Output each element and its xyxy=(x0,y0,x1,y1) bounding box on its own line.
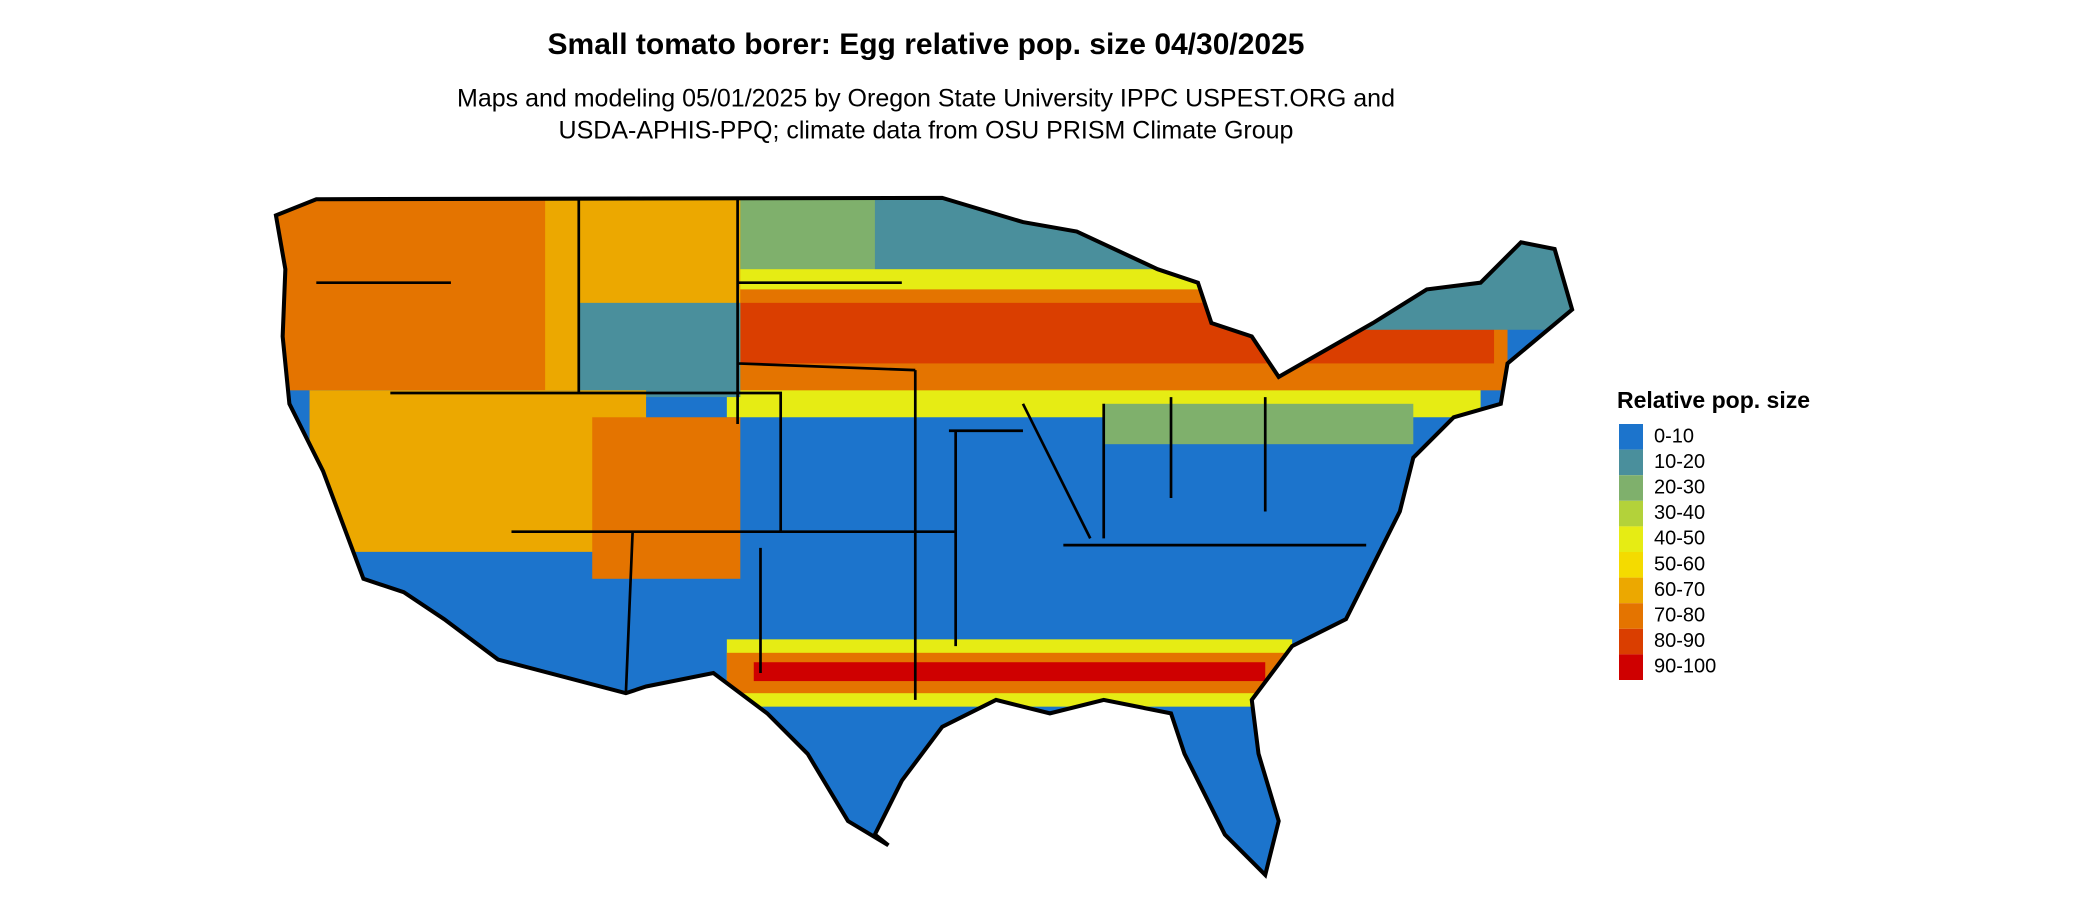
region xyxy=(740,302,1495,364)
region xyxy=(753,662,1266,682)
subtitle-line: USDA-APHIS-PPQ; climate data from OSU PR… xyxy=(559,117,1294,145)
legend-label: 50-60 xyxy=(1654,553,1705,575)
legend-swatch xyxy=(1619,577,1643,604)
legend-swatch xyxy=(1619,603,1643,629)
legend-swatch xyxy=(1619,526,1643,552)
region xyxy=(874,197,1279,283)
legend-swatch xyxy=(1619,475,1643,501)
legend-label: 70-80 xyxy=(1654,604,1705,626)
legend-swatch xyxy=(1619,424,1643,450)
legend-label: 40-50 xyxy=(1654,528,1705,550)
legend-label: 20-30 xyxy=(1654,476,1705,498)
region xyxy=(578,302,741,398)
legend-swatch xyxy=(1619,449,1643,476)
legend-label: 90-100 xyxy=(1654,656,1716,678)
legend-swatch xyxy=(1619,654,1643,680)
legend-label: 10-20 xyxy=(1654,451,1705,473)
title: Small tomato borer: Egg relative pop. si… xyxy=(548,28,1305,61)
legend-label: 80-90 xyxy=(1654,630,1705,652)
legend-swatch xyxy=(1619,500,1643,527)
legend: 0-10 10-20 20-30 30-40 40-50 50-60 60-70 70-80 8… xyxy=(1619,424,1716,680)
legend-title: Relative pop. size xyxy=(1617,387,1810,413)
region xyxy=(1103,403,1414,445)
map xyxy=(256,175,1602,892)
region xyxy=(309,390,647,552)
legend-label: 30-40 xyxy=(1654,502,1705,524)
map-fill xyxy=(275,197,1573,875)
legend-label: 0-10 xyxy=(1654,425,1694,447)
region xyxy=(275,197,546,391)
state-lines xyxy=(316,199,1367,700)
legend-swatch xyxy=(1619,628,1643,655)
legend-swatch xyxy=(1619,552,1643,578)
legend-label: 60-70 xyxy=(1654,579,1705,601)
region xyxy=(592,417,741,579)
subtitle-line: Maps and modeling 05/01/2025 by Oregon S… xyxy=(457,85,1395,113)
